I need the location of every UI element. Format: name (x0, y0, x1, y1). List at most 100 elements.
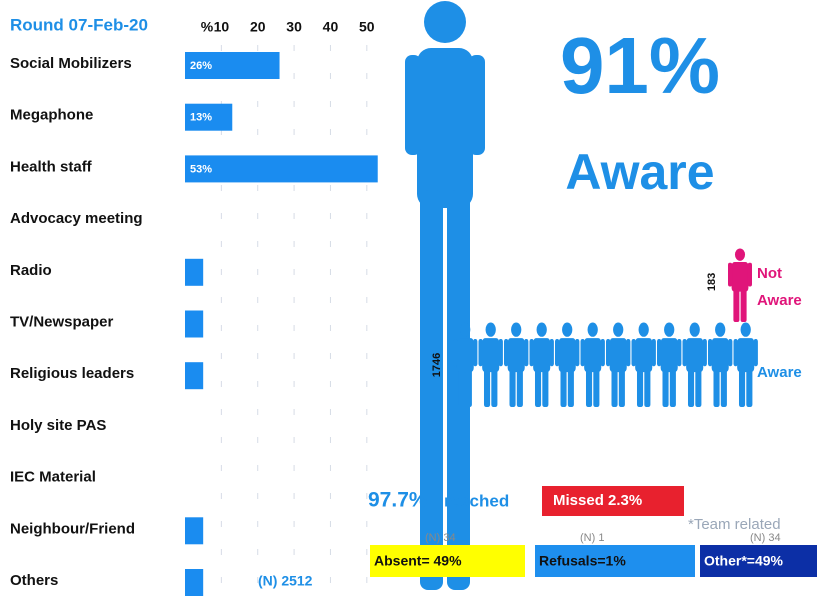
x-tick-label: 10 (214, 19, 230, 35)
head (613, 322, 624, 337)
leg (465, 367, 472, 407)
leg (593, 367, 600, 407)
category-label: Neighbour/Friend (10, 520, 135, 537)
arm (733, 339, 738, 367)
refusals-box (535, 545, 695, 577)
arm (747, 262, 752, 287)
missed-label: Missed 2.3% (553, 492, 642, 509)
head (638, 322, 649, 337)
arm (657, 339, 662, 367)
arm (682, 339, 687, 367)
arm (702, 339, 707, 367)
n-label: (N) 1 (580, 532, 604, 544)
head (587, 322, 598, 337)
not-aware-label: Not (757, 265, 782, 282)
person-icon (529, 322, 554, 407)
leg (636, 367, 644, 407)
arm (529, 339, 534, 367)
n-label: (N) 34 (750, 532, 781, 544)
torso (731, 262, 749, 292)
leg (516, 367, 523, 407)
team-related: *Team related (688, 516, 781, 533)
leg (738, 367, 746, 407)
leg (669, 367, 676, 407)
head (460, 322, 471, 337)
person-icon (708, 322, 733, 407)
arm (631, 339, 636, 367)
arm (498, 339, 503, 367)
value-label: 26% (190, 60, 212, 72)
bar (185, 569, 204, 596)
sample-note: (N) 2512 (258, 573, 313, 589)
torso (584, 338, 602, 373)
person-icon (555, 322, 580, 407)
category-label: Radio (10, 262, 52, 279)
other-box (700, 545, 817, 577)
aware-percent: 91% (560, 21, 720, 110)
chart-title: Round 07-Feb-20 (10, 15, 148, 34)
leg (746, 367, 753, 407)
category-label: Social Mobilizers (10, 55, 132, 72)
bar (185, 310, 204, 338)
leg (542, 367, 549, 407)
not-aware-count: 183 (706, 273, 718, 291)
torso (635, 338, 653, 373)
arm (524, 339, 529, 367)
arm (478, 339, 483, 367)
torso (737, 338, 755, 373)
person-icon (504, 322, 529, 407)
leg (687, 367, 695, 407)
head (689, 322, 700, 337)
aware-title: Aware (565, 144, 714, 200)
arm (575, 339, 580, 367)
bar (185, 517, 204, 545)
arm (626, 339, 631, 367)
n-label: (N) 34 (425, 532, 456, 544)
big-person (405, 1, 485, 590)
torso (558, 338, 576, 373)
torso (482, 338, 500, 373)
arm (600, 339, 605, 367)
reached-label: reached (444, 491, 509, 510)
arm (580, 339, 585, 367)
bar (185, 362, 204, 390)
leg (740, 287, 747, 322)
person-icon (580, 322, 605, 407)
not-aware-label: Aware (757, 292, 802, 309)
person-icon (728, 248, 752, 322)
head (536, 322, 547, 337)
x-tick-label: 50 (359, 19, 375, 35)
arm (504, 339, 509, 367)
absent-label: Absent= 49% (374, 553, 462, 569)
arm (651, 339, 656, 367)
leg (733, 287, 740, 322)
person-icon (657, 322, 682, 407)
category-label: Megaphone (10, 107, 93, 124)
x-tick-label: 40 (323, 19, 339, 35)
torso (609, 338, 627, 373)
head (485, 322, 496, 337)
arm (677, 339, 682, 367)
leg (644, 367, 651, 407)
value-label: 53% (190, 163, 212, 175)
bar (185, 155, 378, 183)
category-label: Religious leaders (10, 365, 134, 382)
leg (662, 367, 669, 407)
leg (509, 367, 516, 407)
axis-label: % (201, 19, 214, 35)
head (664, 322, 675, 337)
category-label: IEC Material (10, 469, 96, 486)
category-label: Advocacy meeting (10, 210, 143, 227)
head (734, 248, 746, 261)
aware-count: 1746 (431, 353, 443, 377)
leg (491, 367, 498, 407)
leg (534, 367, 542, 407)
leg (713, 367, 720, 407)
head (562, 322, 573, 337)
torso (533, 338, 551, 373)
arm (753, 339, 758, 367)
leg (567, 367, 574, 407)
bar (185, 103, 233, 131)
arm (453, 339, 458, 367)
leg (695, 367, 702, 407)
